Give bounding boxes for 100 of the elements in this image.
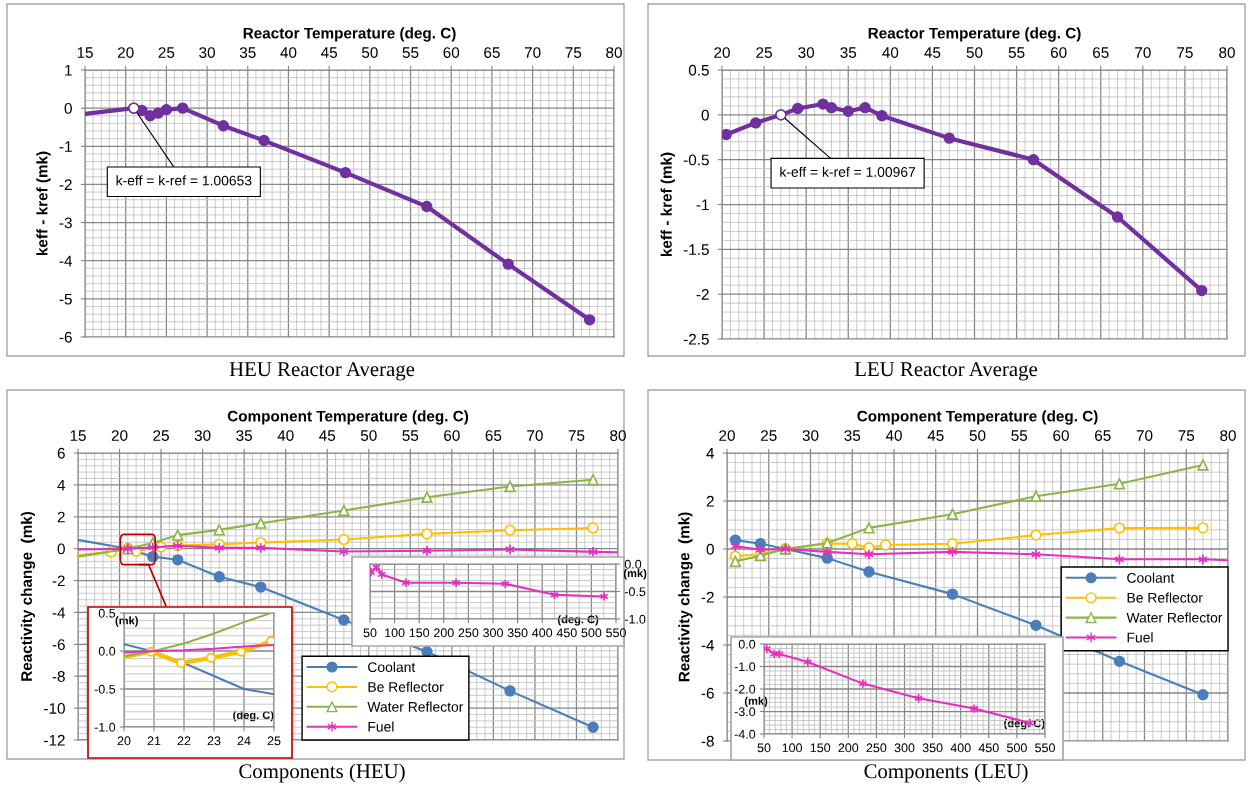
x-tick-label: 65 — [484, 47, 500, 58]
y-tick-label: -8 — [701, 735, 714, 747]
x-tick-label: 400 — [532, 628, 553, 638]
x-tick-label: 40 — [882, 47, 899, 58]
x-tick-label: 25 — [153, 430, 169, 441]
legend-label: Be Reflector — [1127, 592, 1203, 603]
x-tick-label: 50 — [969, 430, 986, 441]
x-tick-label: 550 — [606, 628, 626, 638]
y-tick-label: -0.5 — [94, 684, 116, 694]
x-tick-label: 60 — [1050, 47, 1067, 58]
y-tick-label: -6 — [59, 331, 72, 343]
x-tick-label: 25 — [761, 430, 777, 441]
x-tick-label: 55 — [1011, 430, 1028, 441]
x-axis-title: Component Temperature (deg. C) — [227, 410, 469, 425]
x-tick-label: 55 — [402, 430, 419, 441]
y-tick-label: -2.5 — [683, 333, 709, 345]
y-axis-title: (mk) — [744, 696, 768, 707]
x-tick-label: 75 — [1178, 430, 1195, 441]
x-tick-label: 40 — [280, 47, 297, 58]
x-tick-label: 35 — [239, 47, 256, 58]
x-tick-label: 200 — [434, 628, 454, 638]
y-tick-label: -8 — [52, 671, 65, 682]
x-tick-label: 55 — [402, 47, 419, 58]
y-tick-label: -1 — [696, 199, 709, 211]
x-axis-title: Reactor Temperature (deg. C) — [868, 27, 1081, 42]
y-tick-label: 0 — [64, 103, 72, 114]
x-tick-label: 30 — [798, 47, 815, 58]
x-tick-label: 20 — [719, 430, 735, 441]
x-tick-label: 70 — [1135, 47, 1151, 58]
y-tick-label: -4 — [52, 607, 66, 618]
x-tick-label: 45 — [319, 430, 336, 441]
x-tick-label: 25 — [158, 47, 175, 58]
x-tick-label: 30 — [802, 430, 819, 441]
y-axis-title: Reactivity change (mk) — [678, 512, 693, 682]
y-tick-label: -1.0 — [94, 722, 116, 732]
x-tick-label: 400 — [950, 743, 971, 753]
x-tick-label: 35 — [236, 430, 253, 441]
y-tick-label: -2 — [701, 591, 714, 603]
x-tick-label: 80 — [1220, 430, 1236, 441]
y-tick-label: 2 — [57, 511, 65, 523]
x-tick-label: 50 — [757, 743, 771, 753]
y-axis-title: (mk) — [623, 569, 647, 580]
x-tick-label: 60 — [443, 47, 460, 58]
x-tick-label: 150 — [409, 628, 430, 638]
x-tick-label: 23 — [207, 736, 221, 746]
x-tick-label: 70 — [524, 47, 541, 58]
x-tick-label: 75 — [565, 47, 582, 58]
text: LEU Reactor Average — [854, 362, 1038, 381]
x-tick-label: 22 — [177, 736, 191, 746]
x-tick-label: 200 — [838, 743, 859, 753]
y-tick-label: -1.5 — [683, 244, 709, 256]
y-tick-label: -1.0 — [624, 614, 646, 624]
x-tick-label: 250 — [866, 743, 887, 753]
x-tick-label: 21 — [147, 736, 161, 746]
x-tick-label: 20 — [714, 47, 730, 58]
legend-label: Water Reflector — [1126, 612, 1223, 623]
y-tick-label: 6 — [57, 447, 65, 459]
text: HEU Reactor Average — [229, 362, 415, 381]
y-tick-label: -1 — [59, 141, 72, 152]
legend-label: Fuel — [368, 721, 394, 732]
x-tick-label: 40 — [277, 430, 294, 441]
x-tick-label: 450 — [556, 628, 577, 638]
y-tick-label: 1 — [65, 65, 72, 76]
y-tick-label: -3 — [59, 217, 72, 229]
x-tick-label: 65 — [1095, 430, 1111, 441]
x-axis-title: (deg. C) — [233, 710, 274, 722]
y-tick-label: 0.5 — [688, 64, 709, 76]
x-tick-label: 550 — [1035, 743, 1055, 753]
x-tick-label: 20 — [117, 736, 131, 746]
x-tick-label: 45 — [927, 430, 944, 441]
x-axis-title: (deg. C) — [557, 615, 599, 626]
y-tick-label: -2 — [696, 289, 709, 300]
x-tick-label: 100 — [385, 628, 405, 638]
y-tick-label: 4 — [57, 479, 66, 491]
x-tick-label: 65 — [1093, 47, 1109, 58]
y-tick-label: 2 — [706, 495, 714, 507]
x-tick-label: 15 — [77, 47, 93, 58]
text: Components (LEU) — [864, 763, 1028, 783]
y-axis-title: Reactivity change (mk) — [20, 511, 36, 681]
x-tick-label: 80 — [610, 430, 626, 441]
y-tick-label: -2.0 — [734, 684, 756, 694]
x-tick-label: 80 — [1219, 47, 1235, 58]
x-tick-label: 45 — [924, 47, 941, 58]
x-tick-label: 50 — [361, 47, 378, 58]
y-tick-label: -10 — [44, 702, 65, 714]
x-tick-label: 20 — [117, 47, 134, 58]
x-axis-title: Reactor Temperature (deg. C) — [243, 27, 456, 42]
legend-label: Coolant — [368, 661, 416, 673]
y-tick-label: -2 — [52, 575, 65, 587]
x-tick-label: 75 — [568, 430, 585, 441]
x-tick-label: 15 — [70, 430, 86, 441]
x-tick-label: 500 — [581, 628, 602, 638]
x-tick-label: 300 — [483, 628, 503, 638]
x-tick-label: 70 — [1136, 430, 1153, 441]
y-tick-label: 4 — [706, 448, 715, 459]
legend-label: Be Reflector — [368, 681, 444, 692]
y-tick-label: -6 — [701, 687, 714, 699]
x-tick-label: 25 — [756, 47, 772, 58]
x-tick-label: 35 — [844, 430, 861, 441]
x-tick-label: 55 — [1008, 47, 1025, 58]
